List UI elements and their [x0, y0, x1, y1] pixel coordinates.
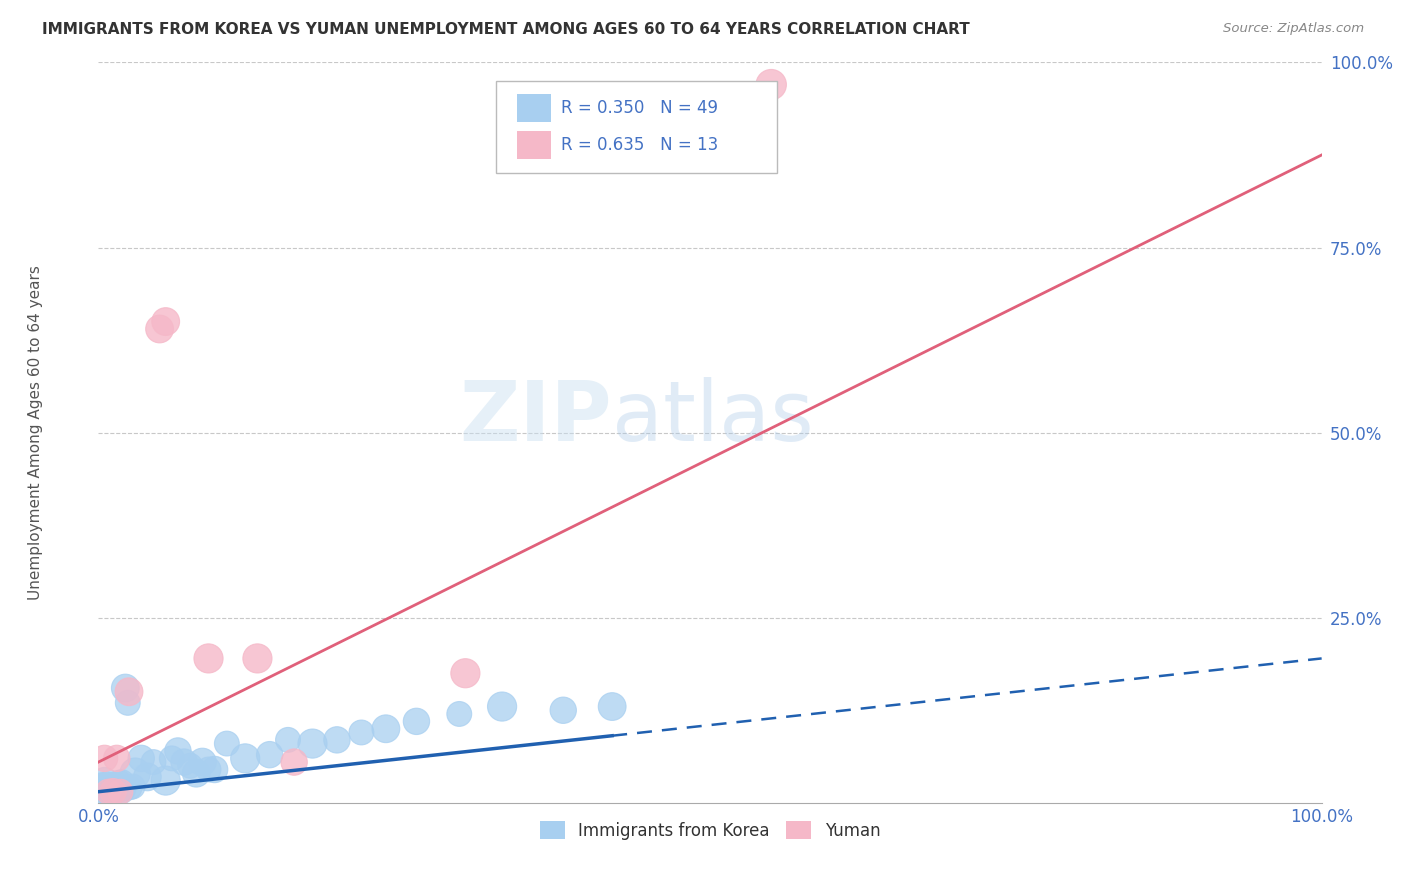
Point — [160, 751, 183, 765]
Point — [110, 782, 132, 797]
Text: ZIP: ZIP — [460, 377, 612, 458]
Point — [491, 699, 513, 714]
Point — [204, 763, 226, 777]
Point — [326, 732, 349, 747]
Point — [283, 755, 305, 769]
Point — [107, 780, 129, 794]
Point — [101, 785, 124, 799]
Point — [97, 782, 120, 797]
Point — [103, 780, 125, 794]
Point — [197, 763, 219, 777]
Point — [179, 758, 201, 772]
Point — [105, 782, 128, 797]
Point — [277, 732, 299, 747]
Point — [233, 751, 256, 765]
Point — [94, 780, 117, 795]
Point — [186, 766, 208, 780]
Point — [93, 751, 115, 765]
Point — [215, 737, 238, 751]
Text: R = 0.635   N = 13: R = 0.635 N = 13 — [561, 136, 718, 153]
Point — [91, 785, 114, 799]
Point — [553, 703, 575, 717]
Point — [136, 770, 159, 784]
Point — [90, 780, 112, 795]
Point — [111, 780, 134, 795]
Point — [121, 780, 143, 794]
Point — [600, 699, 623, 714]
Point — [129, 751, 152, 765]
Text: IMMIGRANTS FROM KOREA VS YUMAN UNEMPLOYMENT AMONG AGES 60 TO 64 YEARS CORRELATIO: IMMIGRANTS FROM KOREA VS YUMAN UNEMPLOYM… — [42, 22, 970, 37]
Legend: Immigrants from Korea, Yuman: Immigrants from Korea, Yuman — [533, 814, 887, 847]
Text: atlas: atlas — [612, 377, 814, 458]
Point — [118, 685, 141, 699]
Point — [96, 777, 118, 791]
Point — [301, 737, 323, 751]
Point — [120, 780, 142, 795]
Point — [97, 785, 120, 799]
Point — [104, 777, 127, 791]
Point — [454, 666, 477, 681]
Point — [91, 777, 114, 791]
Point — [259, 747, 281, 762]
Point — [114, 681, 136, 695]
Point — [101, 780, 124, 795]
Point — [108, 777, 131, 791]
Bar — [517, 130, 551, 159]
Y-axis label: Unemployment Among Ages 60 to 64 years: Unemployment Among Ages 60 to 64 years — [28, 265, 42, 600]
Point — [117, 696, 139, 710]
Point — [142, 755, 165, 769]
Point — [761, 78, 783, 92]
Point — [173, 755, 195, 769]
Point — [100, 785, 122, 799]
Point — [98, 780, 121, 794]
Point — [167, 744, 190, 758]
Point — [191, 755, 214, 769]
Point — [374, 722, 396, 736]
Point — [197, 651, 219, 665]
Point — [124, 766, 146, 780]
Point — [155, 314, 177, 328]
FancyBboxPatch shape — [496, 81, 778, 173]
Text: Source: ZipAtlas.com: Source: ZipAtlas.com — [1223, 22, 1364, 36]
Point — [105, 751, 128, 765]
Point — [149, 322, 172, 336]
Point — [111, 775, 134, 789]
Point — [246, 651, 269, 665]
Point — [93, 773, 115, 788]
Point — [449, 706, 471, 721]
Point — [405, 714, 427, 729]
Point — [350, 725, 373, 739]
Point — [155, 773, 177, 788]
Text: R = 0.350   N = 49: R = 0.350 N = 49 — [561, 99, 718, 117]
Point — [101, 782, 124, 797]
Point — [110, 785, 132, 799]
Bar — [517, 94, 551, 121]
